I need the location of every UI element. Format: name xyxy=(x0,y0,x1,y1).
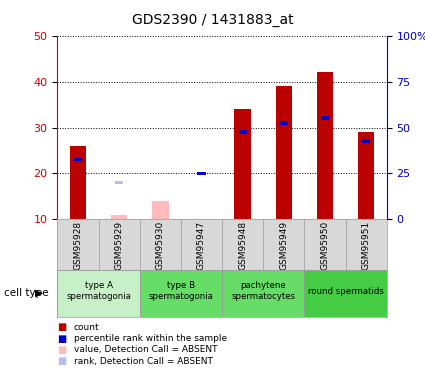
Text: cell type: cell type xyxy=(4,288,49,298)
Bar xyxy=(362,140,370,143)
Text: ■: ■ xyxy=(57,322,67,332)
Bar xyxy=(57,270,140,317)
Bar xyxy=(111,215,127,219)
Bar xyxy=(275,86,292,219)
Bar xyxy=(152,201,169,219)
Text: round spermatids: round spermatids xyxy=(308,286,383,296)
Text: GSM95929: GSM95929 xyxy=(115,221,124,270)
Text: ■: ■ xyxy=(57,345,67,355)
Bar xyxy=(317,72,333,219)
Bar xyxy=(140,270,222,317)
Bar xyxy=(197,172,206,175)
Text: percentile rank within the sample: percentile rank within the sample xyxy=(74,334,227,343)
Text: value, Detection Call = ABSENT: value, Detection Call = ABSENT xyxy=(74,345,217,354)
Text: ■: ■ xyxy=(57,334,67,344)
Text: ■: ■ xyxy=(57,356,67,366)
Text: type B
spermatogonia: type B spermatogonia xyxy=(148,281,213,301)
Text: GSM95928: GSM95928 xyxy=(74,221,82,270)
Bar xyxy=(115,181,123,184)
Bar xyxy=(70,146,86,219)
Bar xyxy=(358,132,374,219)
Text: GSM95948: GSM95948 xyxy=(238,221,247,270)
Text: GSM95947: GSM95947 xyxy=(197,221,206,270)
Text: GSM95949: GSM95949 xyxy=(279,221,288,270)
Bar xyxy=(222,270,304,317)
Bar xyxy=(304,270,387,317)
Bar xyxy=(238,130,247,134)
Text: GSM95951: GSM95951 xyxy=(362,221,371,270)
Text: pachytene
spermatocytes: pachytene spermatocytes xyxy=(231,281,295,301)
Text: type A
spermatogonia: type A spermatogonia xyxy=(66,281,131,301)
Bar xyxy=(280,121,288,125)
Bar xyxy=(321,117,329,120)
Text: GDS2390 / 1431883_at: GDS2390 / 1431883_at xyxy=(132,13,293,27)
Text: rank, Detection Call = ABSENT: rank, Detection Call = ABSENT xyxy=(74,357,212,366)
Text: GSM95950: GSM95950 xyxy=(320,221,329,270)
Text: ▶: ▶ xyxy=(35,288,43,298)
Bar xyxy=(74,158,82,162)
Bar xyxy=(235,109,251,219)
Text: GSM95930: GSM95930 xyxy=(156,221,165,270)
Text: count: count xyxy=(74,323,99,332)
